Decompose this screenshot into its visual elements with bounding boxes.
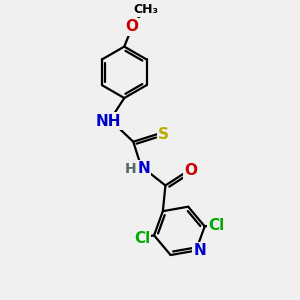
Text: CH₃: CH₃ bbox=[134, 3, 159, 16]
Text: N: N bbox=[137, 161, 150, 176]
Text: H: H bbox=[124, 162, 136, 176]
Text: Cl: Cl bbox=[209, 218, 225, 233]
Text: N: N bbox=[194, 243, 206, 258]
Text: NH: NH bbox=[96, 114, 122, 129]
Text: O: O bbox=[125, 19, 139, 34]
Text: Cl: Cl bbox=[134, 231, 150, 246]
Text: O: O bbox=[184, 163, 197, 178]
Text: S: S bbox=[158, 127, 169, 142]
